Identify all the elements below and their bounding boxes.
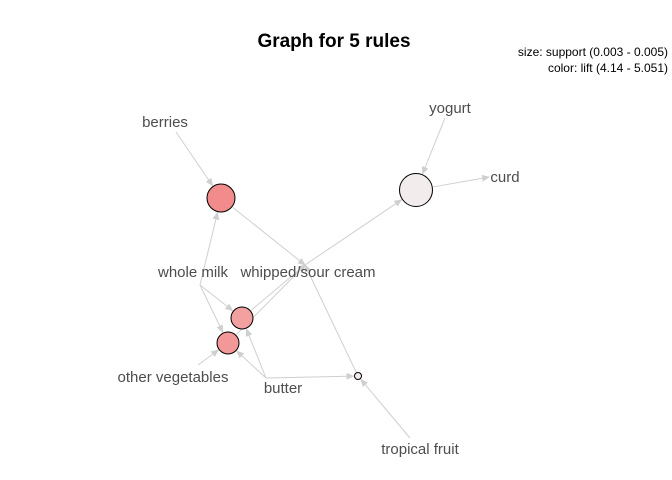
- edge-yogurt-to-rule2: [421, 117, 446, 175]
- edge-rule2-to-curd: [433, 174, 490, 188]
- item-labels-layer: berries whole milk whipped/sour cream yogur…: [118, 100, 520, 458]
- rule-nodes-layer: [206, 173, 433, 380]
- edge-whole_milk-to-rule1: [199, 211, 220, 286]
- item-label-whole-milk: whole milk: [157, 264, 229, 281]
- edge-rule1-to-whipped_sour_cream: [232, 206, 306, 266]
- rule-node-rule5: [354, 372, 362, 380]
- rule-node-rule1: [206, 183, 236, 213]
- edge-butter-to-rule3: [245, 328, 267, 379]
- legend-size: size: support (0.003 - 0.005): [518, 45, 668, 59]
- item-label-tropical-fruit: tropical fruit: [381, 441, 459, 458]
- item-label-berries: berries: [142, 114, 188, 131]
- rule-node-rule2: [399, 173, 433, 207]
- item-label-butter: butter: [264, 380, 302, 397]
- edge-rule3-to-whipped_sour_cream: [250, 264, 306, 311]
- graph-title: Graph for 5 rules: [257, 31, 410, 52]
- edge-whole_milk-to-rule4: [199, 284, 224, 334]
- edges-layer: [175, 117, 490, 439]
- edge-whipped_sour_cream-to-rule2: [304, 199, 403, 266]
- rule-node-rule4: [216, 331, 240, 355]
- rule-node-rule3: [230, 306, 254, 330]
- item-label-yogurt: yogurt: [429, 100, 472, 117]
- edge-berries-to-rule1: [175, 131, 214, 187]
- item-label-whipped-sour-cream: whipped/sour cream: [239, 264, 375, 281]
- edge-rule5-to-whipped_sour_cream: [304, 264, 357, 373]
- edge-whole_milk-to-rule3: [199, 284, 234, 312]
- legend-color: color: lift (4.14 - 5.051): [548, 61, 668, 75]
- item-label-curd: curd: [490, 169, 519, 186]
- edge-other_vegetables-to-rule4: [197, 349, 220, 366]
- edge-butter-to-rule4: [236, 350, 267, 379]
- edge-butter-to-rule5: [265, 372, 355, 380]
- item-label-other-vegetables: other vegetables: [118, 369, 229, 386]
- edge-tropical_fruit-to-rule5: [360, 378, 411, 439]
